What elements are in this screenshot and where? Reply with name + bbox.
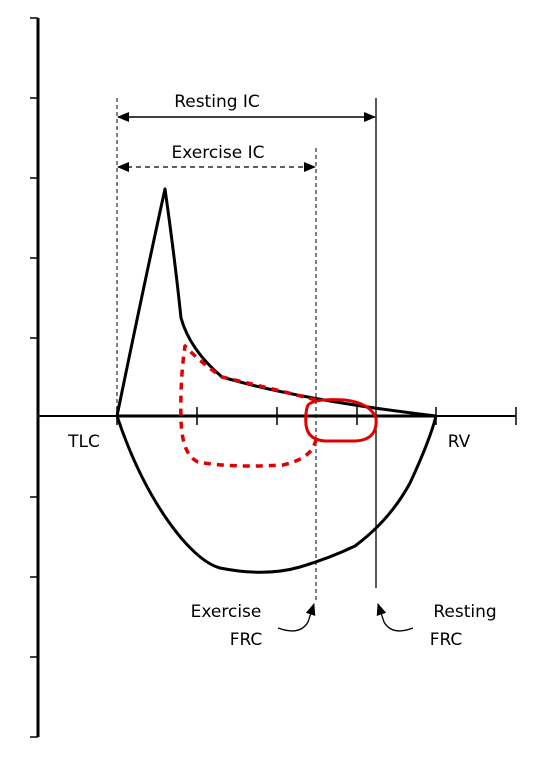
- exercise-ic-label: Exercise IC: [171, 143, 264, 163]
- resting-frc-label-line1: Resting: [433, 602, 496, 622]
- resting-frc-pointer: [376, 603, 414, 632]
- flow-axis: [30, 17, 40, 738]
- exercise-tidal-loop: [179, 344, 318, 468]
- exercise-frc-label-line1: Exercise: [191, 602, 262, 622]
- resting-ic-label: Resting IC: [174, 92, 260, 112]
- exercise-frc-label-line2: FRC: [230, 630, 263, 650]
- exercise-frc-pointer: [277, 603, 316, 632]
- rv-label: RV: [448, 432, 471, 452]
- tlc-label: TLC: [67, 432, 100, 452]
- maximal-expiratory-curve: [115, 187, 437, 418]
- resting-tidal-loop: [304, 398, 378, 443]
- resting-frc-label-line2: FRC: [430, 630, 463, 650]
- flow-axis-ticks: [30, 17, 38, 738]
- maximal-inspiratory-curve: [115, 415, 438, 574]
